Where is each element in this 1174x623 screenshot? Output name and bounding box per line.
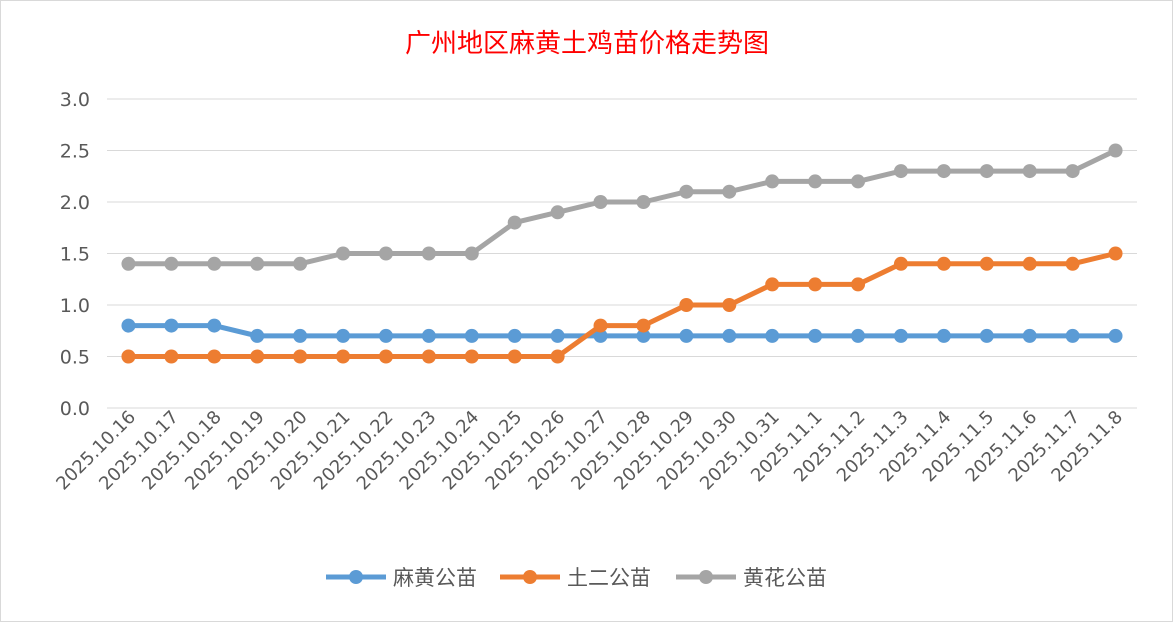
series-3 [121,143,1123,271]
data-point [808,174,823,189]
data-point [464,328,479,343]
data-point [336,328,351,343]
legend-label: 土二公苗 [567,566,651,590]
data-point [164,349,179,364]
data-point [421,328,436,343]
data-point [507,215,522,230]
data-point [250,328,265,343]
data-point [464,349,479,364]
data-point [636,318,651,333]
data-point [936,256,951,271]
data-point [550,328,565,343]
legend-marker [349,570,363,584]
data-point [808,328,823,343]
data-point [378,328,393,343]
data-point [378,349,393,364]
data-point [936,164,951,179]
data-point [164,256,179,271]
data-point [336,246,351,261]
data-point [808,277,823,292]
data-point [765,328,780,343]
data-point [636,195,651,209]
data-point [421,246,436,261]
series-1 [121,318,1123,343]
data-point [722,328,737,343]
data-point [679,184,694,199]
data-point [593,318,608,333]
data-point [593,195,608,209]
chart-title: 广州地区麻黄土鸡苗价格走势图 [405,29,769,59]
data-point [1065,256,1080,271]
y-tick-label: 2.0 [60,192,90,214]
series-line [128,323,1116,339]
data-point [851,328,866,343]
series-2 [121,246,1123,364]
y-tick-label: 1.0 [60,295,90,317]
legend-marker [523,570,537,584]
legend-label: 黄花公苗 [743,566,827,590]
data-point [636,328,651,343]
data-point [378,246,393,261]
data-point [1022,256,1037,271]
data-point [851,174,866,189]
data-point [336,349,351,364]
data-point [893,256,908,271]
data-point [507,328,522,343]
data-point [936,328,951,343]
data-point [464,246,479,261]
data-point [893,164,908,179]
data-point [851,277,866,292]
legend-marker [699,570,713,584]
data-point [1065,328,1080,343]
data-point [679,298,694,312]
data-point [1108,246,1123,261]
data-point [250,349,265,364]
data-point [250,256,265,271]
data-point [593,328,608,343]
data-point [679,328,694,343]
data-point [507,349,522,364]
data-point [121,256,136,271]
y-tick-label: 1.5 [60,244,90,266]
data-point [550,205,565,220]
legend-label: 麻黄公苗 [393,566,477,590]
data-point [207,349,222,364]
y-tick-label: 0.5 [60,347,90,369]
data-point [207,318,222,333]
data-point [722,298,737,312]
data-point [421,349,436,364]
data-point [550,349,565,364]
data-point [979,328,994,343]
data-point [293,256,308,271]
y-tick-label: 3.0 [60,89,90,111]
data-point [293,328,308,343]
data-point [1022,164,1037,179]
data-point [1065,164,1080,179]
data-point [979,164,994,179]
data-point [765,277,780,292]
data-point [1022,328,1037,343]
data-point [765,174,780,189]
data-point [722,184,737,199]
data-point [293,349,308,364]
data-point [1108,328,1123,343]
data-point [121,318,136,333]
data-point [207,256,222,271]
data-point [1108,143,1123,158]
data-point [121,349,136,364]
data-point [979,256,994,271]
data-point [893,328,908,343]
series-line [128,148,1117,267]
data-point [164,318,179,333]
series-line [128,251,1117,359]
y-tick-label: 0.0 [60,398,90,420]
y-tick-label: 2.5 [60,141,90,163]
